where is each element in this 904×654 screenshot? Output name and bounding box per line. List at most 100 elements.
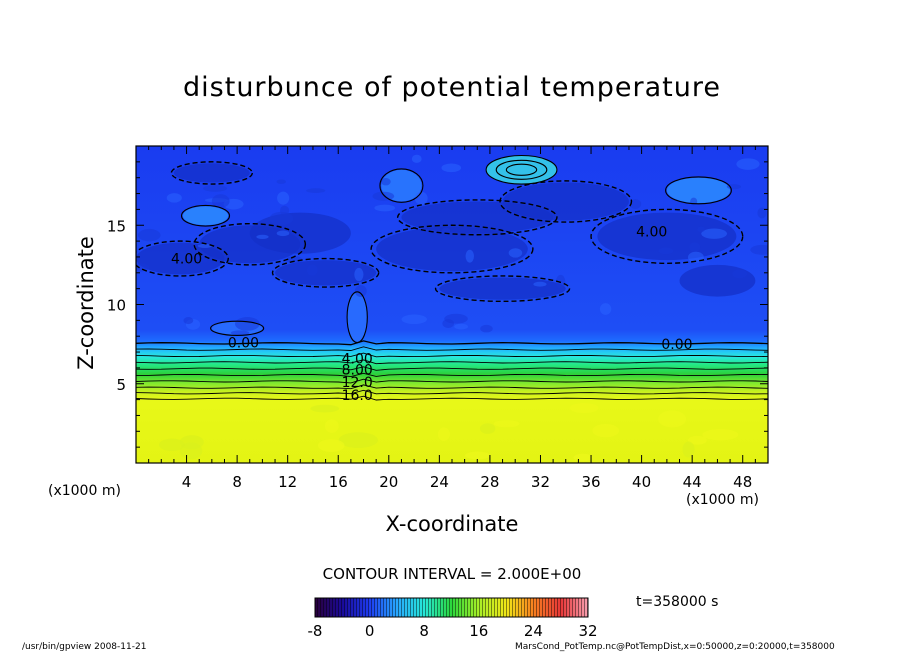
negative-anomaly-patch (275, 260, 377, 286)
field-texture (381, 177, 391, 186)
negative-contour (136, 240, 229, 277)
field-texture (269, 211, 294, 226)
contour-interval-label: CONTOUR INTERVAL = 2.000E+00 (322, 565, 582, 583)
field-texture (658, 410, 687, 428)
x-axis-ticks: 4 8 12 16 20 24 28 32 36 40 44 48 (135, 146, 769, 491)
colorbar-tick-label: 32 (578, 622, 597, 640)
x-tick-label: 24 (430, 473, 449, 491)
field-texture (599, 303, 612, 315)
y-axis-label: Z-coordinate (74, 236, 98, 370)
y-axis-ticks: 5 10 15 (107, 145, 768, 464)
y-tick-label: 15 (107, 217, 126, 235)
field-texture (465, 249, 474, 263)
contour-line (136, 346, 768, 351)
negative-anomaly-patch (597, 212, 737, 261)
negative-anomaly-patch (679, 264, 756, 297)
field-texture (256, 234, 269, 239)
field-texture (569, 402, 599, 413)
field-texture (276, 179, 286, 184)
negative-anomaly-patch (249, 212, 351, 254)
colorbar-frame (314, 597, 589, 618)
field-texture (276, 230, 290, 237)
x-tick-label: 28 (480, 473, 499, 491)
field-texture (414, 191, 428, 206)
field-texture (592, 424, 620, 438)
field-texture (757, 207, 767, 219)
field-texture (442, 319, 455, 328)
field-texture (230, 330, 250, 336)
positive-anomaly-patch (347, 291, 368, 343)
contour-line (136, 366, 768, 371)
positive-anomaly-patch (182, 206, 229, 226)
colorbar-stripes (315, 598, 588, 617)
field-texture (317, 439, 345, 452)
contour-label: 0.00 (228, 336, 259, 352)
x-tick-label: 40 (632, 473, 651, 491)
time-label: t=358000 s (636, 594, 719, 610)
field-texture (732, 269, 748, 279)
field-texture (441, 227, 451, 235)
field-texture (411, 154, 422, 163)
field-texture (338, 432, 379, 448)
negative-contour (193, 222, 307, 266)
field-texture (310, 404, 340, 413)
x-tick-label: 48 (733, 473, 752, 491)
positive-contour (495, 159, 548, 180)
x-axis-label: X-coordinate (385, 512, 519, 536)
field-texture (750, 244, 768, 255)
negative-anomaly-patch (173, 163, 250, 183)
x-tick-label: 8 (232, 473, 242, 491)
field-texture (480, 324, 493, 333)
contour-line (136, 378, 768, 384)
field-texture (687, 435, 707, 445)
footer-left: /usr/bin/gpview 2008-11-21 (22, 642, 147, 652)
positive-anomaly-patch (666, 177, 731, 204)
field-texture (493, 420, 520, 428)
field-background (136, 146, 768, 463)
positive-contour (210, 320, 265, 336)
field-texture (372, 191, 395, 201)
x-unit-label-left: (x1000 m) (48, 483, 121, 499)
field-texture (533, 281, 547, 287)
field-texture (211, 194, 230, 208)
contour-line (136, 384, 768, 390)
y-tick-label: 5 (116, 376, 126, 394)
heatmap-field (136, 146, 768, 463)
x-tick-label: 12 (278, 473, 297, 491)
field-texture (179, 435, 204, 450)
field-texture (479, 423, 496, 434)
contour-line (136, 389, 768, 395)
field-texture (324, 419, 339, 433)
contour-line (136, 340, 768, 346)
field-texture (183, 317, 194, 325)
field-texture (234, 317, 260, 331)
positive-contour (379, 168, 424, 203)
footer-right: MarsCond_PotTemp.nc@PotTempDist,x=0:5000… (515, 642, 835, 652)
x-tick-label: 32 (531, 473, 550, 491)
contour-label: 12.0 (342, 375, 373, 391)
contour-lines (136, 154, 768, 401)
x-tick-label: 16 (329, 473, 348, 491)
field-texture (354, 267, 364, 282)
contour-line (136, 372, 768, 378)
x-tick-label: 44 (683, 473, 702, 491)
colorbar-tick-label: 24 (524, 622, 543, 640)
field-texture (508, 248, 523, 258)
field-texture (137, 228, 161, 242)
field-texture (277, 191, 290, 205)
field-texture (682, 441, 695, 458)
positive-contour (180, 204, 231, 227)
chart-title: disturbunce of potential temperature (183, 72, 721, 103)
colorbar-tick-label: 8 (419, 622, 429, 640)
positive-contour (485, 154, 558, 185)
field-texture (136, 263, 150, 272)
contour-label: 4.00 (636, 225, 667, 241)
field-texture (658, 247, 674, 255)
colorbar-tick-label: -8 (308, 622, 323, 640)
field-texture (197, 243, 213, 248)
contour-label: 4.00 (342, 351, 373, 367)
negative-contour (434, 275, 571, 303)
field-texture (401, 314, 427, 325)
negative-contour (170, 161, 253, 185)
